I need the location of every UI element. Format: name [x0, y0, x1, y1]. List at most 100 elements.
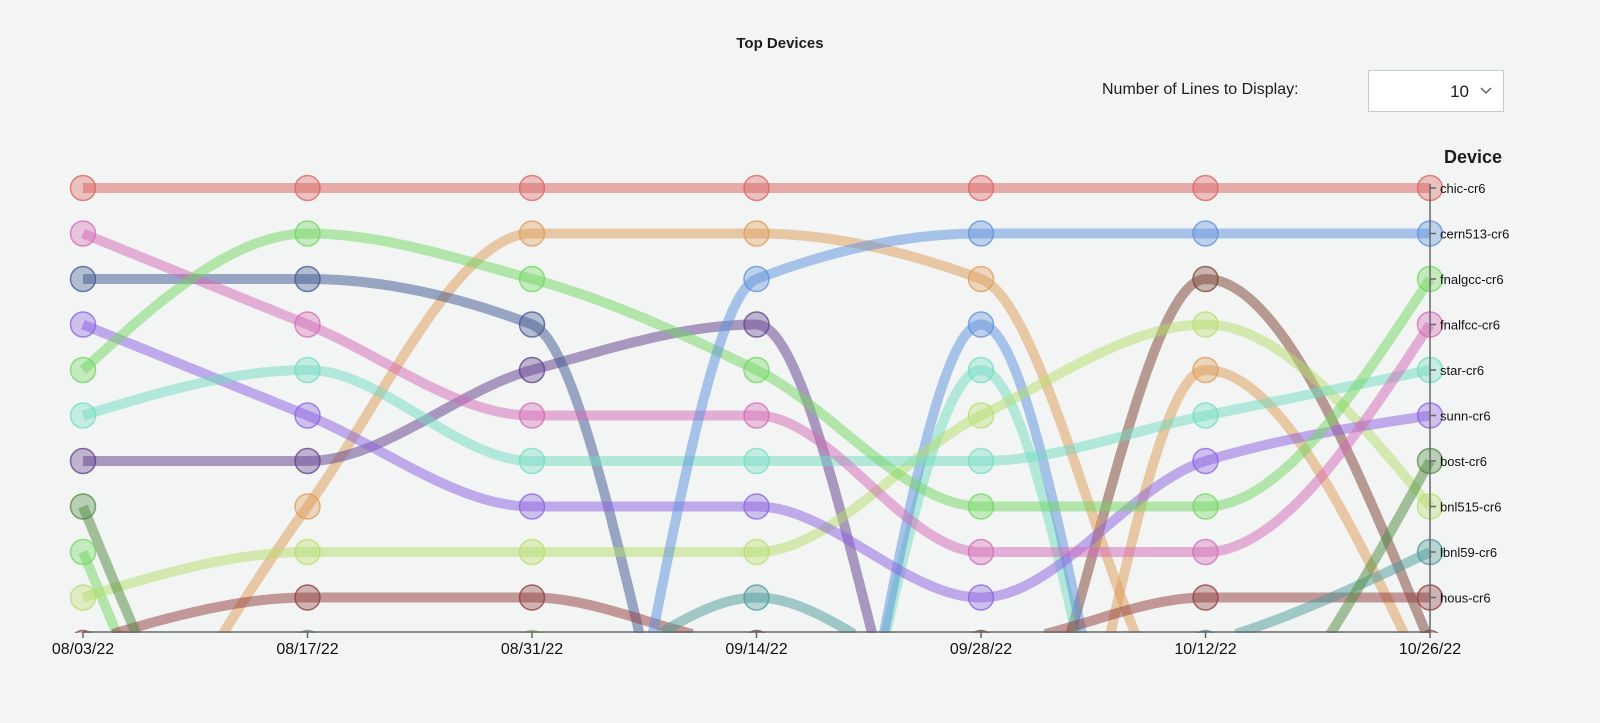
chart-title: Top Devices — [736, 35, 824, 52]
data-point[interactable] — [69, 447, 97, 475]
data-point[interactable] — [518, 265, 546, 293]
series-line[interactable] — [878, 319, 1087, 635]
data-point[interactable] — [294, 402, 321, 429]
chevron-down-icon — [1480, 87, 1492, 94]
data-point[interactable] — [743, 584, 770, 611]
series-line[interactable] — [1043, 592, 1430, 635]
data-point[interactable] — [69, 311, 97, 338]
data-point[interactable] — [518, 538, 546, 566]
data-point[interactable] — [294, 447, 321, 475]
data-point[interactable] — [294, 174, 321, 202]
series-line[interactable] — [1234, 547, 1433, 634]
data-point[interactable] — [1192, 265, 1219, 293]
device-label: star-cr6 — [1440, 363, 1484, 378]
series-line[interactable] — [647, 228, 1430, 635]
data-point[interactable] — [69, 493, 97, 520]
data-point[interactable] — [518, 447, 546, 475]
data-point[interactable] — [294, 493, 321, 520]
x-tick-label: 10/12/22 — [1174, 641, 1236, 658]
x-tick-label: 09/28/22 — [950, 641, 1012, 658]
data-point[interactable] — [294, 311, 321, 338]
series-line[interactable] — [83, 274, 645, 634]
data-point[interactable] — [1192, 538, 1219, 566]
data-point[interactable] — [743, 265, 770, 293]
data-point[interactable] — [743, 402, 770, 429]
device-label: lbnl59-cr6 — [1440, 545, 1497, 560]
data-point[interactable] — [743, 493, 770, 520]
data-point[interactable] — [967, 174, 995, 202]
data-point[interactable] — [69, 356, 97, 384]
data-point[interactable] — [69, 584, 97, 611]
data-point[interactable] — [518, 220, 546, 247]
series-line[interactable] — [81, 319, 1434, 603]
lines-to-display-value: 10 — [1450, 82, 1469, 101]
data-point[interactable] — [294, 265, 321, 293]
data-point[interactable] — [518, 174, 546, 202]
data-point[interactable] — [294, 584, 321, 611]
data-point[interactable] — [967, 265, 995, 293]
data-point[interactable] — [69, 265, 97, 293]
data-point[interactable] — [1192, 311, 1219, 338]
x-tick-label: 10/26/22 — [1399, 641, 1461, 658]
device-label: cern513-cr6 — [1440, 227, 1509, 242]
series-line[interactable] — [78, 550, 122, 634]
device-label: chic-cr6 — [1440, 181, 1486, 196]
data-point[interactable] — [69, 402, 97, 429]
series-line[interactable] — [111, 592, 694, 635]
data-point[interactable] — [294, 220, 321, 247]
data-point[interactable] — [518, 493, 546, 520]
data-point[interactable] — [69, 538, 97, 566]
data-point[interactable] — [743, 220, 770, 247]
series-line[interactable] — [81, 365, 1432, 466]
series-line[interactable] — [81, 319, 1431, 603]
data-point[interactable] — [1192, 493, 1219, 520]
x-tick-label: 09/14/22 — [725, 641, 787, 658]
device-label: bost-cr6 — [1440, 454, 1487, 469]
series-line[interactable] — [79, 228, 1435, 512]
data-point[interactable] — [1192, 220, 1219, 247]
lines-to-display-select[interactable]: 10 — [1368, 70, 1504, 112]
series-line[interactable] — [656, 592, 857, 635]
data-point[interactable] — [967, 447, 995, 475]
data-point[interactable] — [1192, 447, 1219, 475]
series-line[interactable] — [218, 228, 1140, 635]
data-point[interactable] — [518, 584, 546, 611]
series-line[interactable] — [1326, 458, 1435, 634]
data-point[interactable] — [294, 538, 321, 566]
data-point[interactable] — [967, 356, 995, 384]
data-point[interactable] — [967, 311, 995, 338]
device-label: sunn-cr6 — [1440, 409, 1491, 424]
data-point[interactable] — [743, 311, 770, 338]
data-point[interactable] — [69, 174, 97, 202]
data-point[interactable] — [294, 356, 321, 384]
data-point[interactable] — [518, 356, 546, 384]
data-point[interactable] — [1192, 402, 1219, 429]
data-point[interactable] — [967, 493, 995, 520]
series-line[interactable] — [83, 319, 878, 635]
legend-title: Device — [1444, 147, 1502, 167]
device-label: fnalgcc-cr6 — [1440, 272, 1504, 287]
data-point[interactable] — [518, 402, 546, 429]
series-line[interactable] — [1105, 364, 1409, 634]
x-tick-label: 08/31/22 — [501, 641, 563, 658]
data-point[interactable] — [1192, 174, 1219, 202]
data-point[interactable] — [967, 584, 995, 611]
series-line[interactable] — [78, 504, 142, 635]
series-line[interactable] — [81, 228, 1435, 557]
data-point[interactable] — [967, 402, 995, 429]
data-point[interactable] — [69, 220, 97, 247]
data-point[interactable] — [743, 538, 770, 566]
data-point[interactable] — [743, 447, 770, 475]
data-point[interactable] — [743, 356, 770, 384]
data-point[interactable] — [743, 174, 770, 202]
lines-to-display-label: Number of Lines to Display: — [1102, 81, 1299, 98]
x-tick-label: 08/17/22 — [276, 641, 338, 658]
data-point[interactable] — [967, 538, 995, 566]
data-point[interactable] — [1192, 356, 1219, 384]
device-label: bnl515-cr6 — [1440, 500, 1501, 515]
data-point[interactable] — [518, 311, 546, 338]
data-point[interactable] — [1192, 584, 1219, 611]
data-point[interactable] — [967, 220, 995, 247]
x-tick-label: 08/03/22 — [52, 641, 114, 658]
